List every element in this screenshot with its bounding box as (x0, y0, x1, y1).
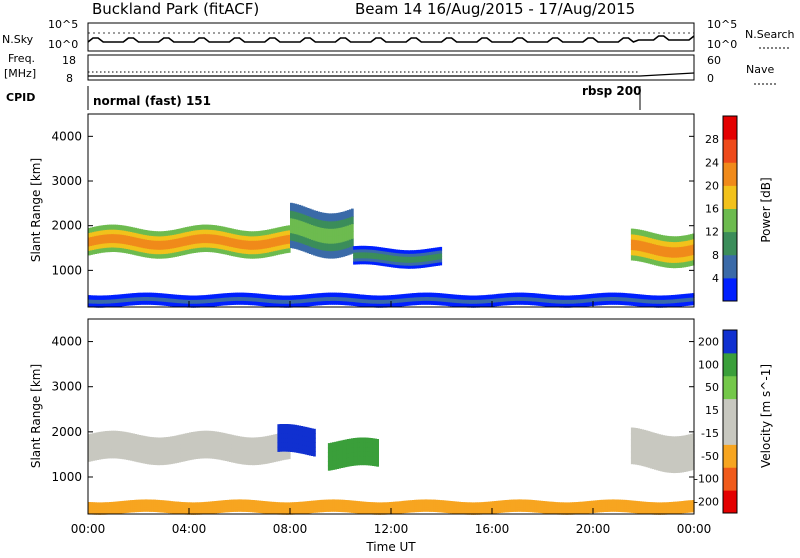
noise-tick-hi-left: 10^5 (48, 18, 78, 31)
heatmap-cell (376, 462, 379, 467)
heatmap-cell (376, 453, 379, 458)
y-tick-label: 1000 (51, 263, 82, 277)
power-heatmap-cells (88, 203, 695, 308)
heatmap-cell (351, 209, 354, 217)
noise-tick-hi-right: 10^5 (707, 18, 737, 31)
heatmap-cell (351, 231, 354, 239)
power-ylabel: Slant Range [km] (29, 158, 43, 262)
freq-label-bottom: [MHz] (4, 67, 36, 80)
power-panel: 1000 2000 3000 4000 Slant Range [km] (29, 114, 695, 308)
y-tick-label: 4000 (51, 129, 82, 143)
y-tick-label: 3000 (51, 174, 82, 188)
figure-title: Buckland Park (fitACF) (92, 0, 259, 18)
nsky-label: N.Sky (2, 33, 34, 46)
heatmap-cell (439, 247, 442, 251)
y-tick-label: 2000 (51, 219, 82, 233)
velocity-heatmap-cells (88, 424, 695, 515)
heatmap-cell (313, 438, 316, 443)
heatmap-cell (376, 448, 379, 453)
noise-panel-frame (88, 23, 694, 51)
heatmap-cell (376, 439, 379, 444)
heatmap-cell (313, 433, 316, 438)
freq-line-end (640, 73, 694, 76)
nsearch-label: N.Search (745, 28, 795, 41)
freq-panel: Freq. [MHz] 18 8 60 0 Nave (4, 52, 776, 85)
cpid-label: CPID (6, 91, 35, 104)
freq-label-top: Freq. (8, 52, 35, 65)
heatmap-cell (288, 454, 291, 459)
cpid-row: CPID normal (fast) 151 rbsp 200 (6, 84, 641, 110)
heatmap-cell (288, 248, 291, 253)
cpid-mode-normal: normal (fast) 151 (93, 94, 211, 108)
freq-tick-hi: 18 (62, 54, 76, 67)
heatmap-cell (313, 442, 316, 447)
freq-tick-lo: 8 (66, 72, 73, 85)
cpid-mode-rbsp: rbsp 200 (582, 84, 641, 98)
noise-panel: N.Sky 10^5 10^0 10^5 10^0 N.Search (2, 18, 795, 51)
figure-subtitle: Beam 14 16/Aug/2015 - 17/Aug/2015 (355, 0, 635, 18)
nave-label: Nave (746, 63, 774, 76)
noise-tick-lo-right: 10^0 (707, 38, 737, 51)
heatmap-cell (376, 457, 379, 462)
heatmap-cell (376, 444, 379, 449)
heatmap-cell (313, 429, 316, 434)
heatmap-cell (351, 224, 354, 232)
heatmap-cell (313, 451, 316, 456)
heatmap-cell (351, 238, 354, 246)
power-panel-frame (88, 114, 694, 307)
noise-tick-lo-left: 10^0 (48, 38, 78, 51)
heatmap-cell (313, 447, 316, 452)
nave-tick-lo: 0 (707, 72, 714, 85)
nave-tick-hi: 60 (707, 54, 721, 67)
nsky-line (88, 36, 694, 42)
heatmap-cell (351, 216, 354, 224)
